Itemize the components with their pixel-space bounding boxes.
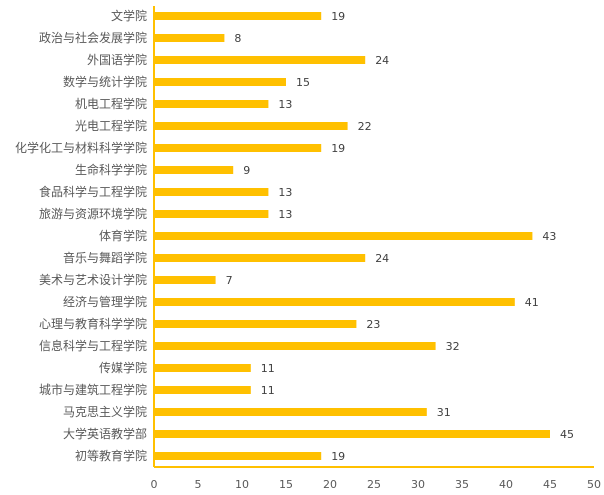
category-label: 美术与艺术设计学院 [39,272,147,287]
x-tick-label: 35 [455,478,469,491]
category-label: 机电工程学院 [75,96,147,111]
x-tick-label: 10 [235,478,249,491]
bar [154,386,251,394]
data-label: 7 [226,274,233,287]
category-label: 化学化工与材料科学学院 [15,140,147,155]
category-label: 城市与建筑工程学院 [39,382,147,397]
data-label: 24 [375,54,389,67]
data-label: 11 [261,362,275,375]
bar [154,408,427,416]
data-label: 45 [560,428,574,441]
bar [154,12,322,20]
data-label: 11 [261,384,275,397]
data-label: 15 [296,76,310,89]
category-label: 初等教育学院 [75,448,147,463]
data-label: 43 [542,230,556,243]
data-label: 19 [331,10,345,23]
bar [154,430,550,438]
category-label: 体育学院 [99,228,147,243]
x-tick-label: 50 [587,478,601,491]
category-label: 心理与教育科学学院 [39,316,147,331]
data-label: 31 [437,406,451,419]
category-label: 食品科学与工程学院 [39,184,147,199]
bar [154,452,322,460]
data-label: 19 [331,450,345,463]
category-label: 文学院 [111,8,147,23]
bar [154,342,436,350]
category-label: 外国语学院 [87,52,147,67]
x-tick-label: 20 [323,478,337,491]
x-tick-label: 25 [367,478,381,491]
bar [154,56,366,64]
data-label: 19 [331,142,345,155]
category-label: 光电工程学院 [75,118,147,133]
data-label: 9 [243,164,250,177]
bar [154,122,348,130]
data-label: 41 [525,296,539,309]
bar [154,34,225,42]
bar [154,254,366,262]
category-label: 数学与统计学院 [63,74,147,89]
data-label: 22 [358,120,372,133]
category-label: 生命科学学院 [75,162,147,177]
bar [154,298,515,306]
bar [154,78,286,86]
x-tick-label: 15 [279,478,293,491]
category-label: 政治与社会发展学院 [39,30,147,45]
data-label: 24 [375,252,389,265]
data-label: 32 [446,340,460,353]
category-label: 音乐与舞蹈学院 [63,250,147,265]
category-label: 马克思主义学院 [63,404,147,419]
category-label: 传媒学院 [99,360,147,375]
bar [154,100,269,108]
data-label: 13 [278,208,292,221]
bar [154,166,234,174]
data-label: 23 [366,318,380,331]
x-tick-label: 0 [151,478,158,491]
x-tick-label: 45 [543,478,557,491]
bar [154,232,533,240]
bar [154,320,357,328]
x-tick-label: 40 [499,478,513,491]
bar [154,276,216,284]
data-label: 13 [278,186,292,199]
bar [154,144,322,152]
x-tick-label: 30 [411,478,425,491]
x-tick-label: 5 [195,478,202,491]
category-label: 经济与管理学院 [63,294,147,309]
bar [154,210,269,218]
bar [154,188,269,196]
data-label: 8 [234,32,241,45]
data-label: 13 [278,98,292,111]
category-label: 信息科学与工程学院 [39,338,147,353]
category-label: 大学英语教学部 [63,426,147,441]
category-label: 旅游与资源环境学院 [39,206,147,221]
bar [154,364,251,372]
